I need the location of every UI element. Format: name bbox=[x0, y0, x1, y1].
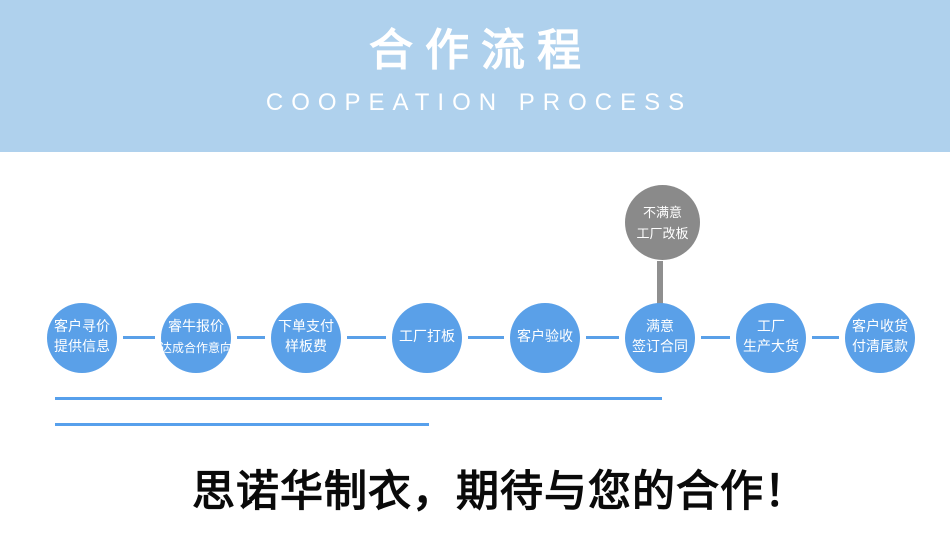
divider-line-short bbox=[55, 423, 429, 426]
divider-line-long bbox=[55, 397, 662, 400]
flow-connector bbox=[123, 336, 155, 339]
flow-node-label: 下单支付 bbox=[278, 320, 334, 335]
flow-node: 客户寻价 提供信息 bbox=[47, 303, 117, 373]
flow-node: 客户收货 付清尾款 bbox=[845, 303, 915, 373]
flow-node-label: 签订合同 bbox=[632, 340, 688, 355]
flow-node-label: 样板费 bbox=[285, 340, 327, 355]
page-subtitle: COOPEATION PROCESS bbox=[265, 89, 693, 116]
flow-connector bbox=[468, 336, 504, 339]
revision-connector-bar bbox=[657, 261, 663, 304]
flow-node-label: 工厂 bbox=[757, 320, 785, 335]
flow-node-label: 不满意 bbox=[642, 204, 682, 220]
flow-node-label: 客户验收 bbox=[517, 330, 573, 345]
flow-node: 客户验收 bbox=[510, 303, 580, 373]
flow-node: 睿牛报价达成合作意向 bbox=[160, 303, 233, 373]
flow-node-label: 工厂打板 bbox=[399, 330, 455, 345]
flow-node-label: 工厂改板 bbox=[636, 225, 689, 241]
flow-node: 工厂打板 bbox=[392, 303, 462, 373]
flow-connector bbox=[586, 336, 619, 339]
slogan-text: 思诺华制衣，期待与您的合作！ bbox=[192, 469, 808, 516]
flow-node-label: 满意 bbox=[646, 320, 674, 335]
flow-node: 工厂 生产大货 bbox=[736, 303, 806, 373]
flow-node-label: 睿牛报价 bbox=[168, 320, 224, 335]
flow-node-revision: 不满意 工厂改板 bbox=[625, 185, 700, 260]
page-title: 合作流程 bbox=[369, 26, 593, 75]
flow-node-label: 达成合作意向 bbox=[160, 341, 233, 355]
header-banner: 合作流程 COOPEATION PROCESS bbox=[0, 0, 950, 152]
flow-connector bbox=[812, 336, 839, 339]
flow-connector bbox=[701, 336, 730, 339]
process-flow-diagram: 不满意 工厂改板 客户寻价 提供信息 睿牛报价 达成合作意向 下单支付 样板费 工厂打板 客户… bbox=[47, 185, 915, 373]
flow-node-label: 提供信息 bbox=[54, 340, 110, 355]
flow-node-label: 客户收货 bbox=[852, 320, 908, 335]
flow-connector bbox=[237, 336, 265, 339]
flow-node: 下单支付 样板费 bbox=[271, 303, 341, 373]
flow-node-label: 付清尾款 bbox=[852, 340, 908, 355]
flow-node: 满意 签订合同 bbox=[625, 303, 695, 373]
flow-node-label: 客户寻价 bbox=[54, 320, 110, 335]
flow-node-label: 生产大货 bbox=[743, 340, 799, 355]
flow-connector bbox=[347, 336, 386, 339]
